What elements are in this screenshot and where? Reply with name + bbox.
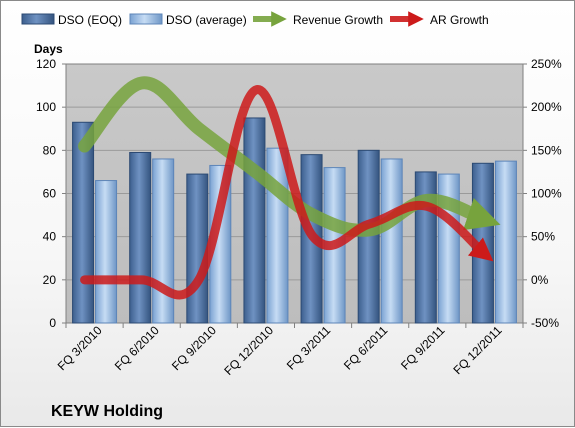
y-tick-label: 40 (43, 230, 57, 244)
bar-dso-eoq (129, 151, 152, 324)
legend-item: DSO (EOQ) (21, 13, 122, 27)
y2-tick-label: 100% (531, 187, 562, 201)
company-name: KEYW Holding (51, 403, 163, 420)
x-tick-label: FQ 12/2011 (450, 323, 504, 377)
legend-swatch (129, 13, 163, 25)
line-ar-growth (80, 85, 494, 300)
y-tick-label: 120 (36, 57, 56, 71)
y2-tick-label: 0% (531, 273, 549, 287)
x-tick-label: FQ 3/2011 (284, 323, 334, 373)
y-tick-label: 60 (43, 187, 57, 201)
x-tick-label: FQ 6/2010 (112, 323, 162, 373)
bar-dso-eoq (72, 121, 95, 324)
y-tick-label: 0 (49, 316, 56, 330)
x-tick-label: FQ 6/2011 (341, 323, 391, 373)
x-tick-label: FQ 3/2010 (55, 323, 105, 373)
y-tick-label: 80 (43, 143, 57, 157)
x-tick-label: FQ 12/2010 (221, 323, 276, 378)
y2-tick-label: 150% (531, 143, 562, 157)
legend: DSO (EOQ) DSO (average) Revenue Growth AR G… (21, 11, 489, 27)
legend-swatch (21, 13, 55, 25)
x-axis: FQ 3/2010 FQ 6/2010 FQ 9/2010 FQ 12/2010 FQ … (55, 323, 524, 378)
legend-label: DSO (average) (166, 13, 247, 27)
legend-label: AR Growth (430, 13, 489, 27)
y-axis-left: 0 20 40 60 80 100 120 (36, 57, 66, 330)
bar-dso-average (152, 158, 175, 324)
y2-tick-label: 250% (531, 57, 562, 71)
y2-tick-label: -50% (531, 316, 559, 330)
growth-lines (78, 76, 501, 300)
legend-item: DSO (average) (129, 13, 247, 27)
bar-dso-average (95, 180, 118, 324)
x-tick-label: FQ 9/2011 (398, 323, 448, 373)
legend-item: AR Growth (390, 11, 489, 27)
bar-dso-eoq (186, 173, 209, 324)
bar-dso-average (494, 160, 517, 324)
legend-label: DSO (EOQ) (58, 13, 122, 27)
legend-label: Revenue Growth (293, 13, 383, 27)
legend-item: Revenue Growth (253, 11, 383, 27)
x-tick-label: FQ 9/2010 (169, 323, 219, 373)
y2-tick-label: 50% (531, 230, 555, 244)
y-axis-title: Days (34, 42, 63, 56)
bar-dso-average (380, 158, 403, 324)
y-tick-label: 100 (36, 100, 56, 114)
bar-dso-eoq (243, 117, 266, 324)
y-axis-right: -50% 0% 50% 100% 150% 200% 250% (523, 57, 562, 330)
bar-dso-average (266, 147, 289, 324)
y2-tick-label: 200% (531, 100, 562, 114)
y-tick-label: 20 (43, 273, 57, 287)
